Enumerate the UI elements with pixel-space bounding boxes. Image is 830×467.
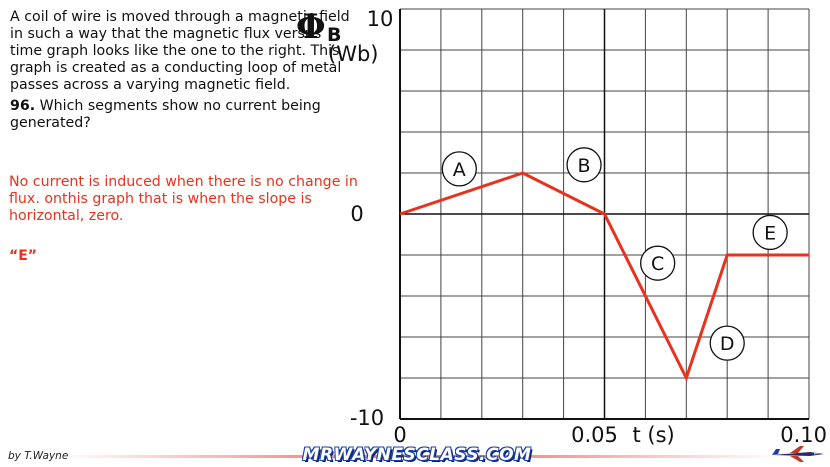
segment-circle xyxy=(709,325,745,361)
y-tick-label: 0 xyxy=(350,202,363,226)
ylabel-unit: (Wb) xyxy=(328,42,378,66)
segment-label-d: D xyxy=(709,325,745,361)
segment-letter: A xyxy=(453,159,466,181)
x-tick-label: 0.10 xyxy=(780,423,827,447)
answer-explanation: No current is induced when there is no c… xyxy=(9,174,358,224)
problem-text: A coil of wire is moved through a magnet… xyxy=(10,9,355,136)
segment-letter: D xyxy=(720,333,735,355)
question-text: Which segments show no current being gen… xyxy=(10,98,321,131)
segment-circle xyxy=(566,147,602,183)
ylabel-subscript: B xyxy=(327,24,341,46)
answer-key: “E” xyxy=(9,248,37,264)
segment-label-b: B xyxy=(566,147,602,183)
segment-letter: C xyxy=(651,253,664,275)
jet-icon xyxy=(772,446,824,462)
author-credit: by T.Wayne xyxy=(8,450,69,462)
chart-tick-labels: 10 0 -10 0 0.05 0.10 t (s) xyxy=(350,7,827,447)
ylabel-symbol: Φ xyxy=(296,7,326,47)
brand-logo[interactable]: MRWAYNESCLASS.COM xyxy=(302,445,532,465)
segment-circle xyxy=(441,151,477,187)
chart-segment-labels: A B C D E xyxy=(441,147,788,361)
chart-series xyxy=(399,171,810,382)
x-axis-label: t (s) xyxy=(633,423,675,447)
segment-letter: E xyxy=(764,222,776,244)
segment-label-a: A xyxy=(441,151,477,187)
flux-line xyxy=(399,171,809,382)
question: 96. Which segments show no current being… xyxy=(10,98,355,132)
chart-axis-labels: Φ B (Wb) xyxy=(296,7,378,66)
segment-letter: B xyxy=(578,155,591,177)
question-number: 96. xyxy=(10,98,36,114)
x-tick-label: 0 xyxy=(393,423,406,447)
segment-circle xyxy=(752,214,788,251)
y-tick-label: -10 xyxy=(350,406,384,430)
brand-divider xyxy=(60,455,780,458)
y-tick-label: 10 xyxy=(367,7,394,31)
segment-label-c: C xyxy=(640,245,676,281)
problem-description: A coil of wire is moved through a magnet… xyxy=(10,9,350,93)
segment-label-e: E xyxy=(752,214,788,251)
segment-circle xyxy=(640,245,676,281)
x-tick-label: 0.05 xyxy=(571,423,618,447)
